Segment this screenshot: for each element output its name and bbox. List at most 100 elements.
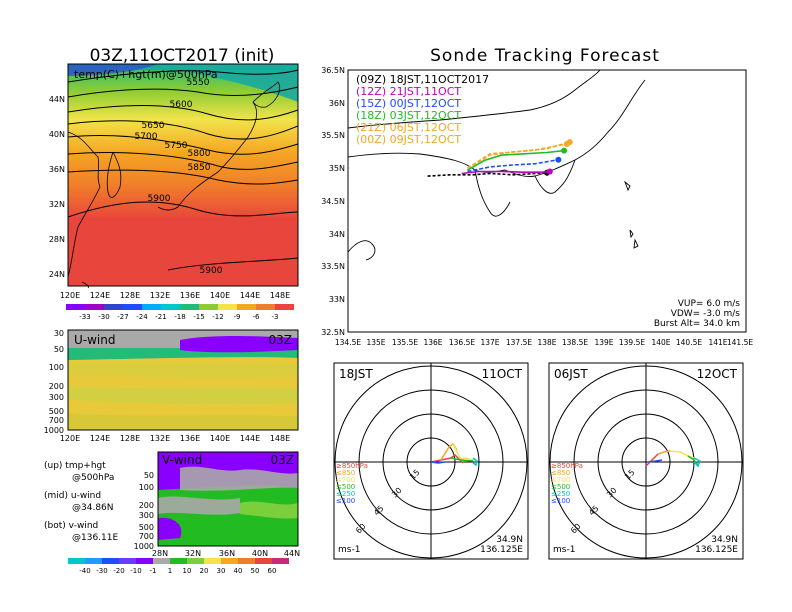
contour-label: 5650: [142, 121, 165, 131]
pressure-tick: 700: [49, 416, 64, 425]
lat-tick: 35N: [329, 164, 345, 173]
hodograph-lat: 34.9N: [711, 535, 738, 545]
track-line-2: [467, 158, 559, 173]
colorbar-tick: -33: [79, 313, 90, 321]
pressure-tick: 300: [49, 393, 64, 402]
pressure-tick: 100: [139, 483, 154, 492]
lon-tick: 120E: [60, 291, 80, 300]
hodograph-rings: [334, 363, 528, 559]
pressure-tick: 100: [49, 363, 64, 372]
lon-tick: 140E: [210, 434, 230, 443]
lat-tick: 36N: [219, 549, 235, 558]
hodograph-panel-2: 15 30 45 60 06JST 12OCT ≥850hPa ≤850 ≤70…: [548, 362, 744, 560]
lat-tick: 28N: [152, 549, 168, 558]
lat-tick: 32.5N: [321, 328, 345, 337]
contour-label: 5800: [188, 149, 211, 159]
legend-entry-12z: (12Z) 21JST,11OCT: [356, 85, 461, 98]
hodograph-lon: 136.125E: [695, 545, 738, 555]
wind-colorbar-tick: 50: [251, 567, 260, 575]
lon-tick: 128E: [120, 434, 140, 443]
legend-entry-18z: (18Z) 03JST,12OCT: [356, 109, 461, 122]
track-line-5: [466, 141, 570, 169]
lon-tick: 139.5E: [619, 338, 645, 347]
hodograph-unit: ms-1: [338, 545, 360, 555]
param-vdw: VDW= -3.0 m/s: [671, 309, 741, 319]
param-burst: Burst Alt= 34.0 km: [654, 319, 740, 329]
lon-tick: 138.5E: [562, 338, 588, 347]
lat-tick: 33N: [329, 295, 345, 304]
wind-colorbar-tick: -40: [79, 567, 90, 575]
colorbar-tick: -12: [212, 313, 223, 321]
hodograph-rings: [549, 363, 743, 559]
lat-tick: 32N: [49, 200, 65, 209]
temperature-colorbar: -33 -30 -27 -24 -21 -18 -15 -12 -9 -6 -3: [66, 304, 294, 321]
level-legend: ≤500: [551, 483, 570, 491]
track-endpoint-1: [546, 168, 553, 175]
lon-tick: 140E: [210, 291, 230, 300]
note-bottom: (bot) v-wind: [44, 521, 99, 531]
lat-tick: 33.5N: [321, 262, 345, 271]
lon-tick: 137.5E: [506, 338, 532, 347]
coastlines: [67, 81, 281, 289]
pressure-tick: 700: [139, 532, 154, 541]
lon-tick: 140.5E: [676, 338, 702, 347]
pressure-tick: 200: [139, 501, 154, 510]
note-upper-sub: @500hPa: [72, 473, 115, 483]
lat-tick: 44N: [284, 549, 300, 558]
lat-tick: 32N: [185, 549, 201, 558]
lat-tick: 36.5N: [321, 66, 345, 75]
colorbar-tick: -24: [136, 313, 148, 321]
note-bottom-sub: @136.11E: [72, 533, 119, 543]
legend-entry-15z: (15Z) 00JST,12OCT: [356, 97, 461, 110]
pressure-tick: 500: [49, 407, 64, 416]
track-legend: (09Z) 18JST,11OCT2017 (12Z) 21JST,11OCT …: [356, 73, 489, 146]
level-legend: ≤850: [336, 469, 355, 477]
lon-tick: 120E: [60, 434, 80, 443]
contour-label: 5550: [187, 78, 210, 88]
lon-tick: 132E: [150, 291, 170, 300]
hodograph-unit: ms-1: [553, 545, 575, 555]
hodograph-time: 18JST: [339, 367, 373, 381]
temperature-field: [68, 64, 298, 286]
contour-label: 5900: [200, 266, 223, 276]
note-upper: (up) tmp+hgt: [44, 461, 106, 471]
note-mid-sub: @34.86N: [72, 503, 114, 513]
lat-tick: 40N: [49, 130, 65, 139]
cold-core: [68, 64, 158, 76]
track-line-1: [461, 170, 550, 175]
lat-tick: 34.5N: [321, 197, 345, 206]
contour-label: 5700: [135, 132, 158, 142]
colorbar-tick: -3: [272, 313, 279, 321]
pressure-tick: 50: [54, 345, 64, 354]
lat-tick: 40N: [252, 549, 268, 558]
hodograph-date: 11OCT: [482, 367, 523, 381]
contour-label: 5600: [170, 100, 193, 110]
right-title: Sonde Tracking Forecast: [430, 46, 660, 66]
level-legend: ≥850hPa: [551, 462, 583, 470]
contour-label: 5750: [165, 141, 188, 151]
level-legend: ≤100: [551, 497, 570, 505]
lon-tick: 135.5E: [392, 338, 418, 347]
hodograph-lon: 136.125E: [480, 545, 523, 555]
level-legend: ≤500: [336, 483, 355, 491]
colorbar-tick: -6: [253, 313, 261, 321]
hodograph-time: 06JST: [554, 367, 588, 381]
sonde-track-map: (09Z) 18JST,11OCT2017 (12Z) 21JST,11OCT …: [321, 66, 753, 347]
hodograph-trace: [645, 450, 701, 468]
legend-entry-09z: (09Z) 18JST,11OCT2017: [356, 73, 489, 86]
level-legend: ≤850: [551, 469, 570, 477]
v-wind-time: 03Z: [271, 453, 295, 467]
lon-tick: 140E: [651, 338, 670, 347]
level-legend: ≤250: [336, 490, 355, 498]
pressure-tick: 300: [139, 511, 154, 520]
track-endpoint-2: [555, 156, 562, 163]
wind-colorbar: -40 -30 -20 -10 -1 1 10 20 30 40 50 60: [68, 558, 289, 575]
level-legend: ≤700: [336, 476, 355, 484]
lon-tick: 137E: [480, 338, 499, 347]
lon-tick: 138E: [537, 338, 556, 347]
colorbar-tick: -9: [234, 313, 241, 321]
hodograph-trace: [430, 442, 478, 467]
temperature-height-map: 5550 5600 5650 5700 5750 5800 5850 5900 …: [49, 63, 299, 300]
level-legend: ≤700: [551, 476, 570, 484]
lat-tick: 44N: [49, 95, 65, 104]
